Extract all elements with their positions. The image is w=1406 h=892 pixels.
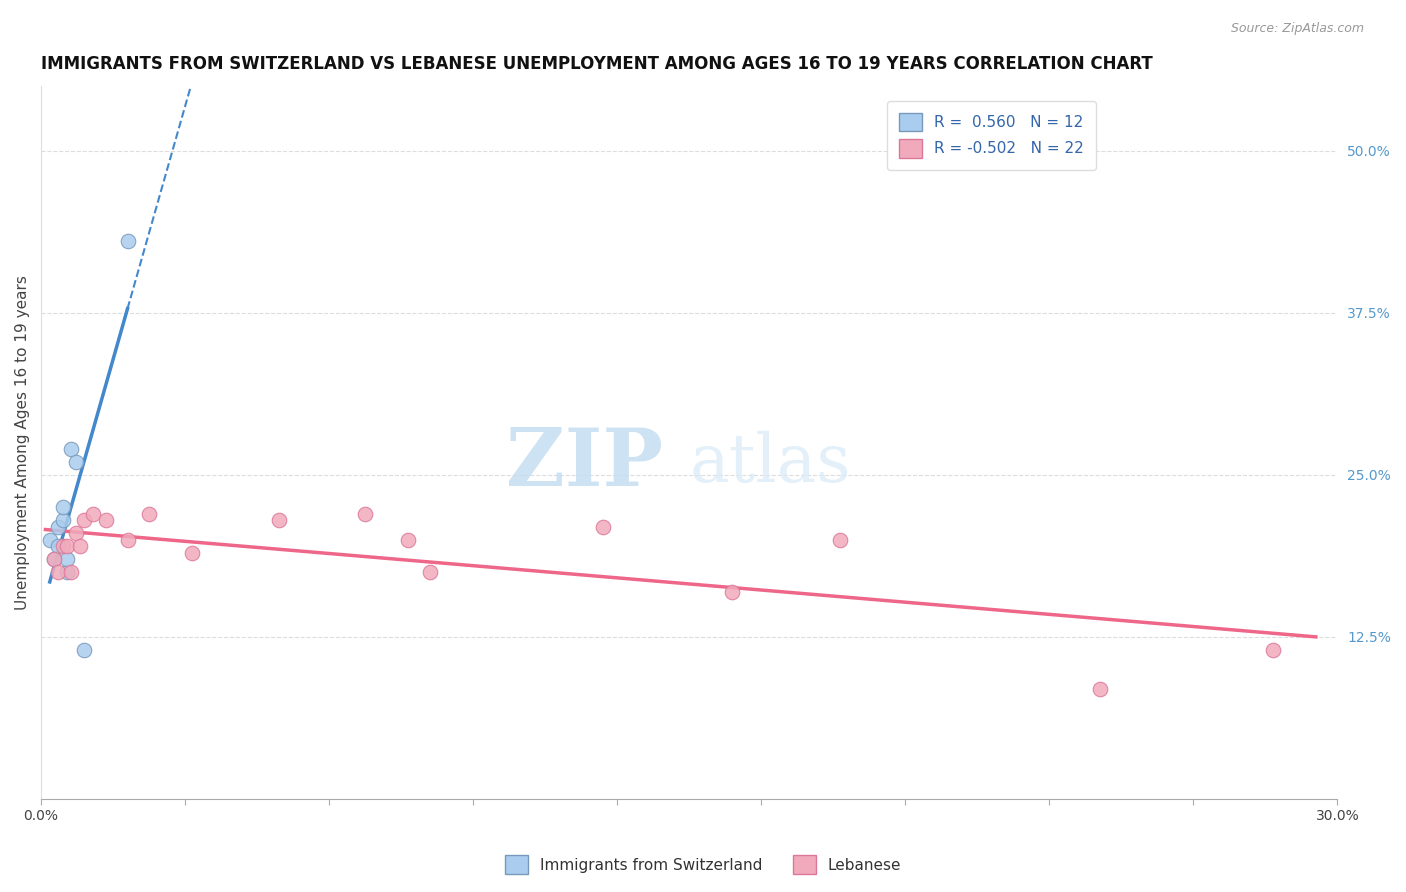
Point [592,520,614,534]
Point [42,552,65,566]
Point [138,507,160,521]
Legend: R =  0.560   N = 12, R = -0.502   N = 22: R = 0.560 N = 12, R = -0.502 N = 22 [887,101,1097,170]
Text: Source: ZipAtlas.com: Source: ZipAtlas.com [1230,22,1364,36]
Point [52,513,75,527]
Point [73,513,96,527]
Point [721,584,744,599]
Text: atlas: atlas [689,431,851,497]
Text: ZIP: ZIP [506,425,664,503]
Point [117,235,139,249]
Point [52,500,75,515]
Point [52,539,75,553]
Point [181,546,204,560]
Point [82,507,104,521]
Point [56,565,79,579]
Text: IMMIGRANTS FROM SWITZERLAND VS LEBANESE UNEMPLOYMENT AMONG AGES 16 TO 19 YEARS C: IMMIGRANTS FROM SWITZERLAND VS LEBANESE … [41,55,1153,73]
Y-axis label: Unemployment Among Ages 16 to 19 years: Unemployment Among Ages 16 to 19 years [15,275,30,610]
Point [419,565,441,579]
Point [1088,681,1111,696]
Point [38,533,60,547]
Point [56,552,79,566]
Point [73,643,96,657]
Point [48,565,70,579]
Point [42,552,65,566]
Point [830,533,852,547]
Point [354,507,377,521]
Point [396,533,419,547]
Point [60,565,83,579]
Point [65,455,87,469]
Point [267,513,290,527]
Point [56,539,79,553]
Point [69,539,91,553]
Point [117,533,139,547]
Point [48,520,70,534]
Point [65,526,87,541]
Legend: Immigrants from Switzerland, Lebanese: Immigrants from Switzerland, Lebanese [499,849,907,880]
Point [60,442,83,456]
Point [1261,643,1284,657]
Point [48,539,70,553]
Point [94,513,117,527]
